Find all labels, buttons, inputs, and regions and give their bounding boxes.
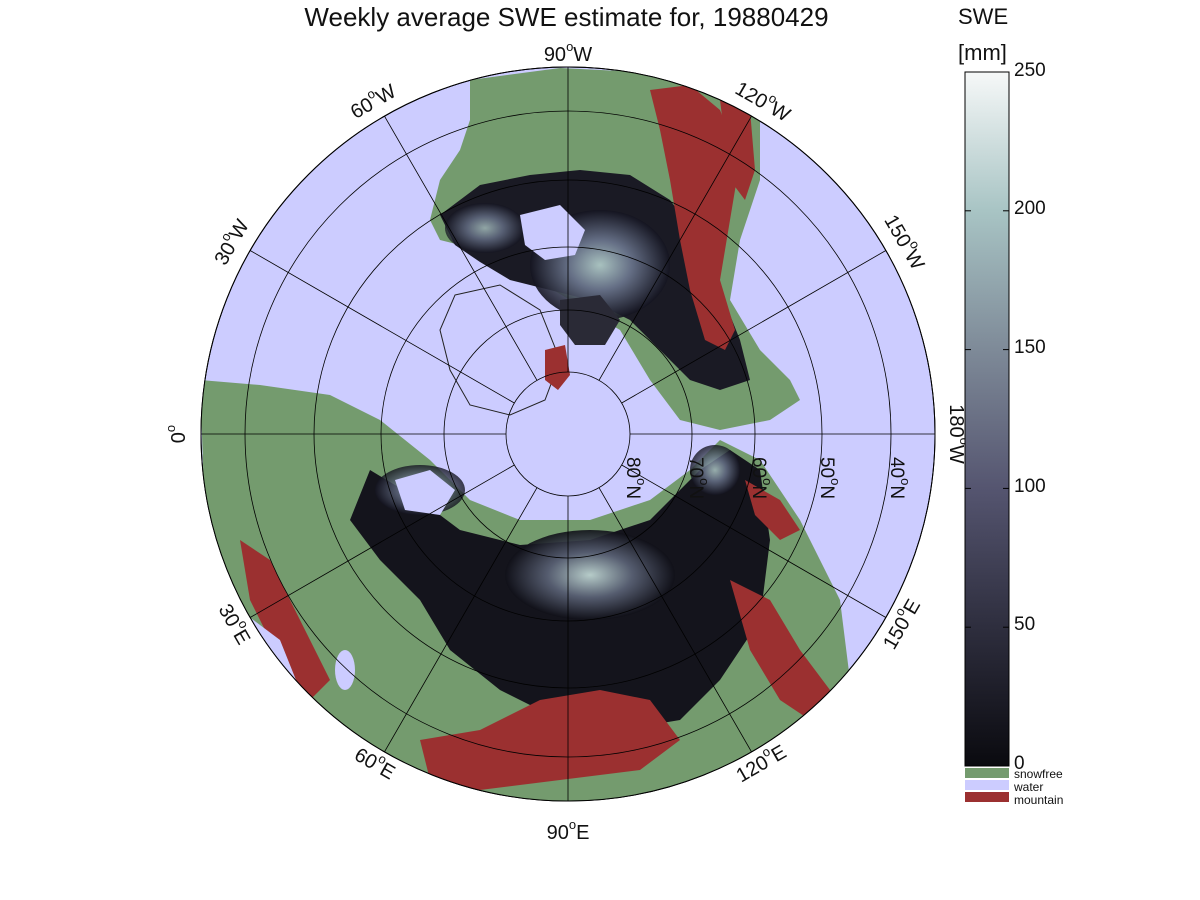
land-layers xyxy=(201,68,850,801)
colorbar-unit: [mm] xyxy=(958,40,1007,65)
arctic-islands xyxy=(560,295,620,345)
map-title: Weekly average SWE estimate for, 1988042… xyxy=(304,2,829,32)
meridian-line xyxy=(598,115,752,381)
meridian-line xyxy=(598,487,752,753)
meridian-line xyxy=(249,250,515,404)
legend-label-water: water xyxy=(1014,780,1044,794)
swe-patch-siberia xyxy=(505,530,675,620)
colorbar-tick-label: 250 xyxy=(1014,60,1046,81)
mountain-rockies xyxy=(650,85,740,350)
latitude-labels: 80oN 70oN 60oN 50oN 40oN xyxy=(622,457,913,499)
colorbar-tick-marks xyxy=(965,71,1009,767)
colorbar-tick-label: 0 xyxy=(1014,753,1025,774)
lon-label-90w: 90oW xyxy=(544,39,592,66)
meridian-line xyxy=(384,115,538,381)
colorbar-tick-label: 100 xyxy=(1014,476,1046,497)
lon-label-90e: 90oE xyxy=(547,817,590,844)
caspian-sea xyxy=(335,650,355,690)
greenland-mountain xyxy=(545,345,570,390)
lat-label-70n: 70oN xyxy=(685,457,712,499)
swe-patch-alaska xyxy=(445,203,525,253)
hudson-bay xyxy=(520,205,585,260)
baltic-sea xyxy=(395,470,455,515)
mountain-kamchatka xyxy=(745,480,800,540)
colorbar-tick-label: 200 xyxy=(1014,198,1046,219)
greenland xyxy=(439,284,561,416)
mountain-east-asia xyxy=(730,580,830,720)
legend-swatch-mountain xyxy=(965,792,1009,802)
lon-label-180w: 180oW xyxy=(945,404,972,464)
legend-swatch-water xyxy=(965,780,1009,790)
mountain-himalaya xyxy=(420,690,680,790)
legend-label-mountain: mountain xyxy=(1014,793,1064,807)
meridian-line xyxy=(621,464,887,618)
graticule xyxy=(201,67,935,801)
lat-label-50n: 50oN xyxy=(816,457,843,499)
colorbar-tick-label: 50 xyxy=(1014,614,1036,635)
swe-patch-kamchatka xyxy=(690,445,740,495)
lat-label-80n: 80oN xyxy=(622,457,649,499)
meridian-line xyxy=(249,464,515,618)
colorbar-title: SWE xyxy=(958,4,1009,29)
lat-label-60n: 60oN xyxy=(748,457,775,499)
colorbar-gradient xyxy=(964,71,1010,767)
lon-label-0: 0o xyxy=(163,425,190,443)
legend-swatch-snowfree xyxy=(965,768,1009,778)
map-border xyxy=(200,66,936,802)
mountain-europe xyxy=(240,540,330,700)
lat-label-40n: 40oN xyxy=(886,457,913,499)
meridian-line xyxy=(621,250,887,404)
meridian-line xyxy=(384,487,538,753)
colorbar-tick-label: 150 xyxy=(1014,337,1046,358)
legend-label-snowfree: snowfree xyxy=(1014,767,1063,781)
